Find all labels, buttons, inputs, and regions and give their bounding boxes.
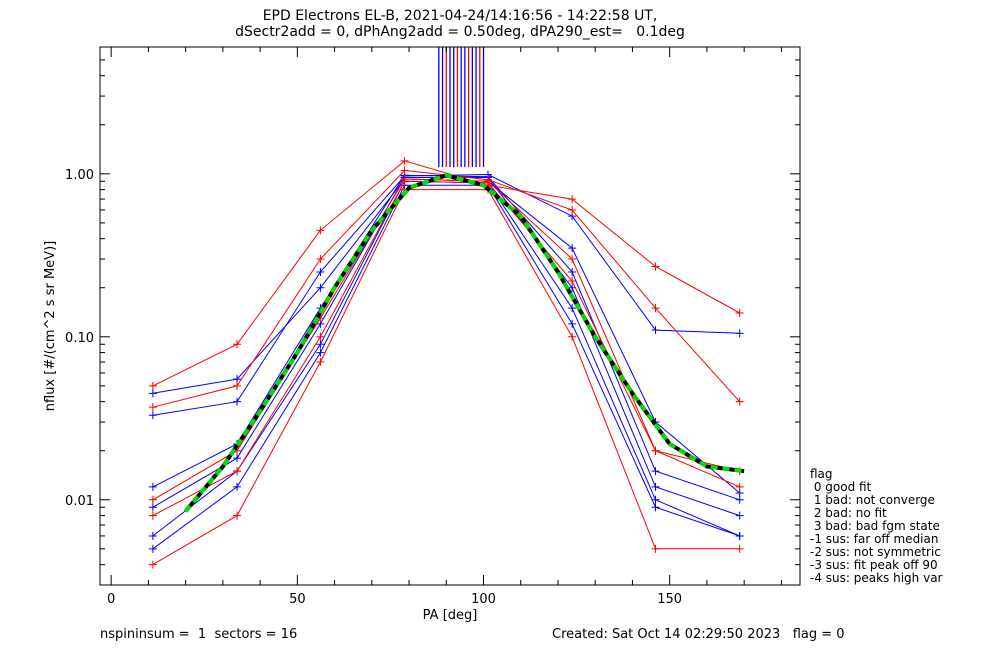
- series-9-point: [735, 397, 744, 406]
- series-9-point: [148, 403, 157, 412]
- series-0-point: [651, 482, 660, 491]
- series-6-point: [568, 195, 577, 204]
- series-2-point: [148, 482, 157, 491]
- series-3-point: [316, 283, 325, 292]
- series-8-point: [568, 332, 577, 341]
- series-10-point: [400, 174, 409, 183]
- chart-title-line2: dSectr2add = 0, dPhAng2add = 0.50deg, dP…: [235, 24, 685, 40]
- legend-item-not-symmetric: -2 sus: not symmetric: [810, 545, 941, 559]
- y-tick-label: 0.01: [65, 494, 94, 509]
- series-8-point: [233, 511, 242, 520]
- series-9-point: [568, 205, 577, 214]
- series-line-8: [152, 189, 740, 566]
- series-10-point: [651, 446, 660, 455]
- series-2-point: [651, 467, 660, 476]
- flag-legend: flag 0 good fit 1 bad: not converge 2 ba…: [810, 468, 942, 585]
- series-6-point: [148, 381, 157, 390]
- plot-frame: [99, 46, 801, 586]
- series-line-4: [152, 184, 740, 550]
- series-4-point: [316, 348, 325, 357]
- plot-data-group: [148, 47, 745, 569]
- legend-item-no-fit: 2 bad: no fit: [810, 506, 887, 520]
- legend-item-far-off-median: -1 sus: far off median: [810, 532, 939, 546]
- series-4-point: [735, 531, 744, 540]
- series-1-point: [316, 340, 325, 349]
- series-0-point: [233, 454, 242, 463]
- series-3-point: [233, 375, 242, 384]
- series-6-point: [400, 156, 409, 165]
- legend-item-peaks-high-var: -4 sus: peaks high var: [810, 571, 943, 585]
- chart-title-line1: EPD Electrons EL-B, 2021-04-24/14:16:56 …: [262, 8, 658, 24]
- series-0-point: [568, 283, 577, 292]
- x-axis-label: PA [deg]: [423, 608, 478, 623]
- series-line-1: [152, 180, 740, 537]
- series-9-point: [651, 304, 660, 313]
- series-4-point: [651, 503, 660, 512]
- legend-item-not-converge: 1 bad: not converge: [810, 493, 935, 507]
- series-6-point: [233, 340, 242, 349]
- legend-item-good-fit: 0 good fit: [810, 480, 872, 494]
- y-axis-label: nflux [#/(cm^2 s sr MeV)]: [43, 241, 58, 411]
- x-tick-label: 50: [289, 592, 306, 607]
- series-5-point: [316, 267, 325, 276]
- series-5-point: [148, 411, 157, 420]
- series-2-point: [735, 495, 744, 504]
- series-9-point: [400, 166, 409, 175]
- series-4-point: [568, 319, 577, 328]
- footer-right: Created: Sat Oct 14 02:29:50 2023 flag =…: [552, 627, 845, 642]
- x-tick-label: 150: [657, 592, 682, 607]
- footer-left: nspininsum = 1 sectors = 16: [100, 627, 298, 642]
- series-5-point: [233, 397, 242, 406]
- series-5-point: [735, 329, 744, 338]
- series-6-point: [735, 308, 744, 317]
- series-0-point: [735, 511, 744, 520]
- series-8-point: [651, 544, 660, 553]
- y-tick-label: 0.10: [65, 331, 94, 346]
- series-8-point: [735, 544, 744, 553]
- legend-item-fit-peak-off: -3 sus: fit peak off 90: [810, 558, 938, 572]
- x-tick-label: 0: [107, 592, 115, 607]
- series-line-0: [152, 177, 740, 517]
- series-10-point: [568, 255, 577, 264]
- x-tick-label: 100: [471, 592, 496, 607]
- series-4-point: [148, 544, 157, 553]
- y-tick-label: 1.00: [65, 168, 94, 183]
- series-7-point: [735, 482, 744, 491]
- series-line-3: [152, 178, 741, 494]
- legend-title: flag: [810, 467, 833, 481]
- series-3-point: [148, 389, 157, 398]
- series-6-point: [316, 226, 325, 235]
- series-6-point: [651, 262, 660, 271]
- series-10-point: [148, 495, 157, 504]
- series-7-point: [568, 276, 577, 285]
- series-2-point: [568, 267, 577, 276]
- series-1-point: [148, 531, 157, 540]
- series-line-6: [152, 160, 740, 387]
- series-1-point: [651, 495, 660, 504]
- legend-item-bad-fgm: 3 bad: bad fgm state: [810, 519, 940, 533]
- series-9-point: [233, 381, 242, 390]
- series-4-point: [233, 482, 242, 491]
- series-9-point: [316, 255, 325, 264]
- series-8-point: [148, 560, 157, 569]
- series-1-point: [568, 304, 577, 313]
- series-0-point: [148, 503, 157, 512]
- fit-curve: [184, 173, 745, 513]
- series-7-point: [148, 511, 157, 520]
- series-5-point: [651, 326, 660, 335]
- series-7-point: [316, 332, 325, 341]
- series-3-point: [568, 244, 577, 253]
- series-7-point: [233, 467, 242, 476]
- series-10-point: [483, 177, 492, 186]
- series-8-point: [316, 358, 325, 367]
- series-line-7: [152, 180, 740, 517]
- series-line-9: [152, 169, 741, 408]
- series-line-10: [152, 178, 740, 501]
